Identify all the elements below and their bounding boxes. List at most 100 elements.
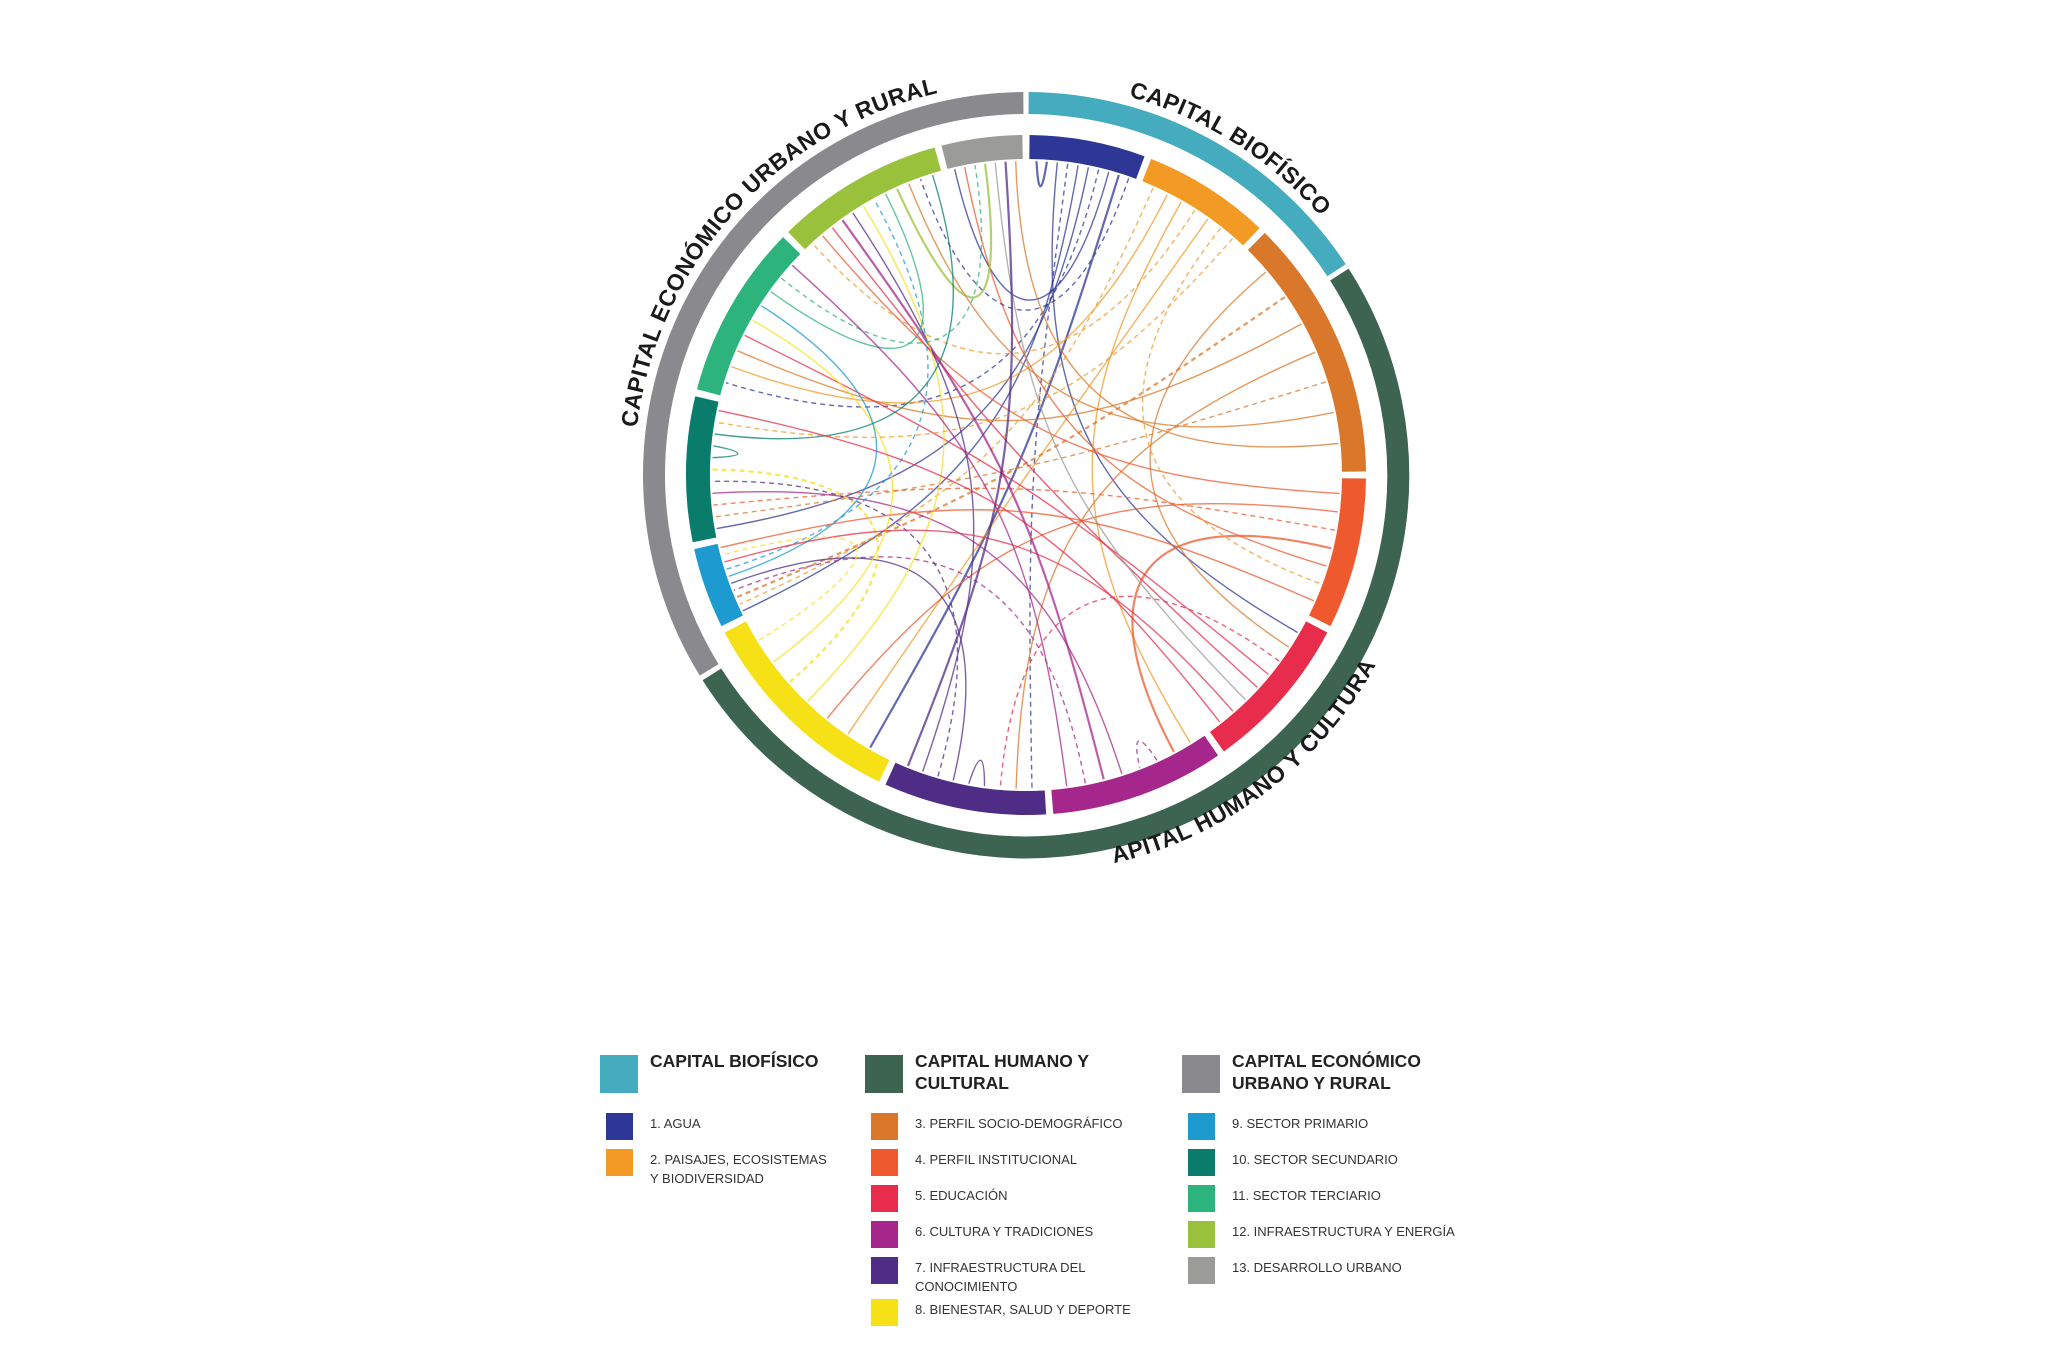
- chord-link-8-12: [807, 205, 945, 702]
- chord-link-1-1: [1035, 161, 1048, 188]
- chord-link-2-9: [739, 187, 1154, 605]
- chord-link-7-12: [852, 212, 975, 772]
- chord-link-3-9: [736, 296, 1286, 599]
- chord-link-9-11: [728, 305, 878, 577]
- category-arc-11: [696, 237, 801, 396]
- chord-link-5-10: [718, 409, 1221, 723]
- chord-link-2-8: [847, 218, 1209, 735]
- chord-link-7-9: [731, 557, 967, 781]
- chord-link-8-9: [722, 536, 858, 641]
- legend-group-label: CAPITAL BIOFÍSICO: [650, 1051, 819, 1071]
- chord-link-1-13: [954, 169, 1110, 301]
- group-arc-bio: [1028, 92, 1346, 277]
- legend-label: 2. PAISAJES, ECOSISTEMAS Y BIODIVERSIDAD: [650, 1152, 827, 1186]
- chord-link-5-7: [999, 595, 1280, 788]
- chord-link-6-11: [791, 264, 1068, 787]
- legend-swatch: [871, 1257, 898, 1284]
- chord-link-1-5: [1051, 162, 1298, 634]
- category-arc-4: [1308, 478, 1366, 627]
- chord-link-1-12: [919, 178, 1130, 311]
- chord-link-4-13: [964, 166, 1327, 567]
- chord-link-13-5: [994, 162, 1246, 701]
- chord-link-2-10: [716, 238, 1234, 439]
- chord-link-12-13: [896, 163, 993, 299]
- chord-link-4-9: [720, 509, 1314, 602]
- chord-link-1-11: [725, 169, 1100, 408]
- legend-group-swatch: [1182, 1055, 1220, 1093]
- chord-links: [711, 161, 1340, 789]
- legend: CAPITAL BIOFÍSICO 1. AGUA 2. PAISAJES, E…: [600, 1050, 1500, 1350]
- legend-label: 13. DESARROLLO URBANO: [1232, 1260, 1402, 1275]
- chord-link-7-13: [906, 161, 1014, 767]
- chord-link-1-8: [869, 174, 1120, 749]
- legend-group-swatch: [600, 1055, 638, 1093]
- chord-link-5-12: [831, 227, 1258, 688]
- category-arc-3: [1247, 232, 1366, 472]
- legend-swatch: [1188, 1113, 1215, 1140]
- legend-swatch: [1188, 1185, 1215, 1212]
- chord-link-6-12: [841, 219, 1105, 780]
- chord-link-3-13: [1015, 161, 1339, 448]
- group-arc-hum: [702, 268, 1410, 859]
- legend-label: 11. SECTOR TERCIARIO: [1232, 1188, 1381, 1203]
- legend-swatch: [606, 1149, 633, 1176]
- chord-link-2-6: [1091, 201, 1191, 743]
- legend-swatch: [1188, 1257, 1215, 1284]
- legend-swatch: [871, 1185, 898, 1212]
- chord-link-6-9: [733, 556, 1086, 784]
- legend-label: 8. BIENESTAR, SALUD Y DEPORTE: [915, 1302, 1131, 1317]
- category-arc-13: [941, 135, 1023, 169]
- category-arc-8: [724, 621, 890, 782]
- chord-link-4-12: [822, 235, 1340, 495]
- chord-link-5-9: [724, 529, 1234, 712]
- category-arc-1: [1029, 135, 1145, 179]
- chord-link-8-10: [711, 468, 880, 683]
- chord-link-10-10: [712, 445, 739, 459]
- chord-link-7-10: [712, 480, 959, 777]
- chord-link-4-6: [1131, 534, 1332, 753]
- legend-label: 10. SECTOR SECUNDARIO: [1232, 1152, 1398, 1167]
- chord-link-6-6: [1136, 740, 1158, 768]
- chord-link-11-12: [770, 193, 924, 349]
- chord-link-3-12: [908, 183, 1334, 428]
- category-arc-9: [694, 543, 744, 627]
- category-arc-2: [1142, 158, 1260, 246]
- legend-swatch: [871, 1221, 898, 1248]
- legend-swatch: [871, 1113, 898, 1140]
- category-arc-6: [1051, 735, 1219, 814]
- chord-link-8-11: [752, 319, 894, 663]
- legend-label: 4. PERFIL INSTITUCIONAL: [915, 1152, 1078, 1167]
- legend-swatch: [871, 1149, 898, 1176]
- legend-swatch: [871, 1299, 898, 1326]
- legend-swatch: [1188, 1149, 1215, 1176]
- legend-label: 3. PERFIL SOCIO-DEMOGRÁFICO: [915, 1116, 1123, 1131]
- legend-group-label: CAPITAL HUMANO Y CULTURAL: [915, 1051, 1089, 1093]
- chord-link-3-5: [1149, 271, 1290, 648]
- chord-link-1-10: [716, 167, 1090, 530]
- category-ring: [686, 135, 1366, 815]
- legend-group-label: CAPITAL ECONÓMICO URBANO Y RURAL: [1232, 1051, 1421, 1093]
- group-ring: [643, 92, 1410, 859]
- group-ring-label-bio: CAPITAL BIOFÍSICO: [1127, 76, 1336, 220]
- legend-label: 5. EDUCACIÓN: [915, 1188, 1008, 1203]
- chord-link-6-10: [712, 490, 1123, 775]
- legend-swatch: [606, 1113, 633, 1140]
- chord-link-10-12: [714, 174, 954, 440]
- chord-link-4-8: [826, 503, 1338, 719]
- category-arc-5: [1209, 621, 1328, 752]
- chord-link-9-12: [726, 199, 929, 570]
- legend-swatch: [1188, 1221, 1215, 1248]
- legend-label: 12. INFRAESTRUCTURA Y ENERGÍA: [1232, 1224, 1455, 1239]
- legend-label: 9. SECTOR PRIMARIO: [1232, 1116, 1369, 1131]
- chord-link-1-9: [742, 165, 1079, 612]
- chord-link-3-7: [1015, 351, 1316, 789]
- category-arc-12: [788, 147, 942, 250]
- category-arc-7: [885, 762, 1047, 815]
- legend-label: 1. AGUA: [650, 1116, 701, 1131]
- chord-link-1-7: [1029, 163, 1069, 789]
- legend-label: 7. INFRAESTRUCTURA DEL CONOCIMIENTO: [915, 1260, 1085, 1294]
- legend-label: 6. CULTURA Y TRADICIONES: [915, 1224, 1094, 1239]
- chord-link-11-13: [780, 165, 983, 344]
- category-arc-10: [686, 396, 719, 543]
